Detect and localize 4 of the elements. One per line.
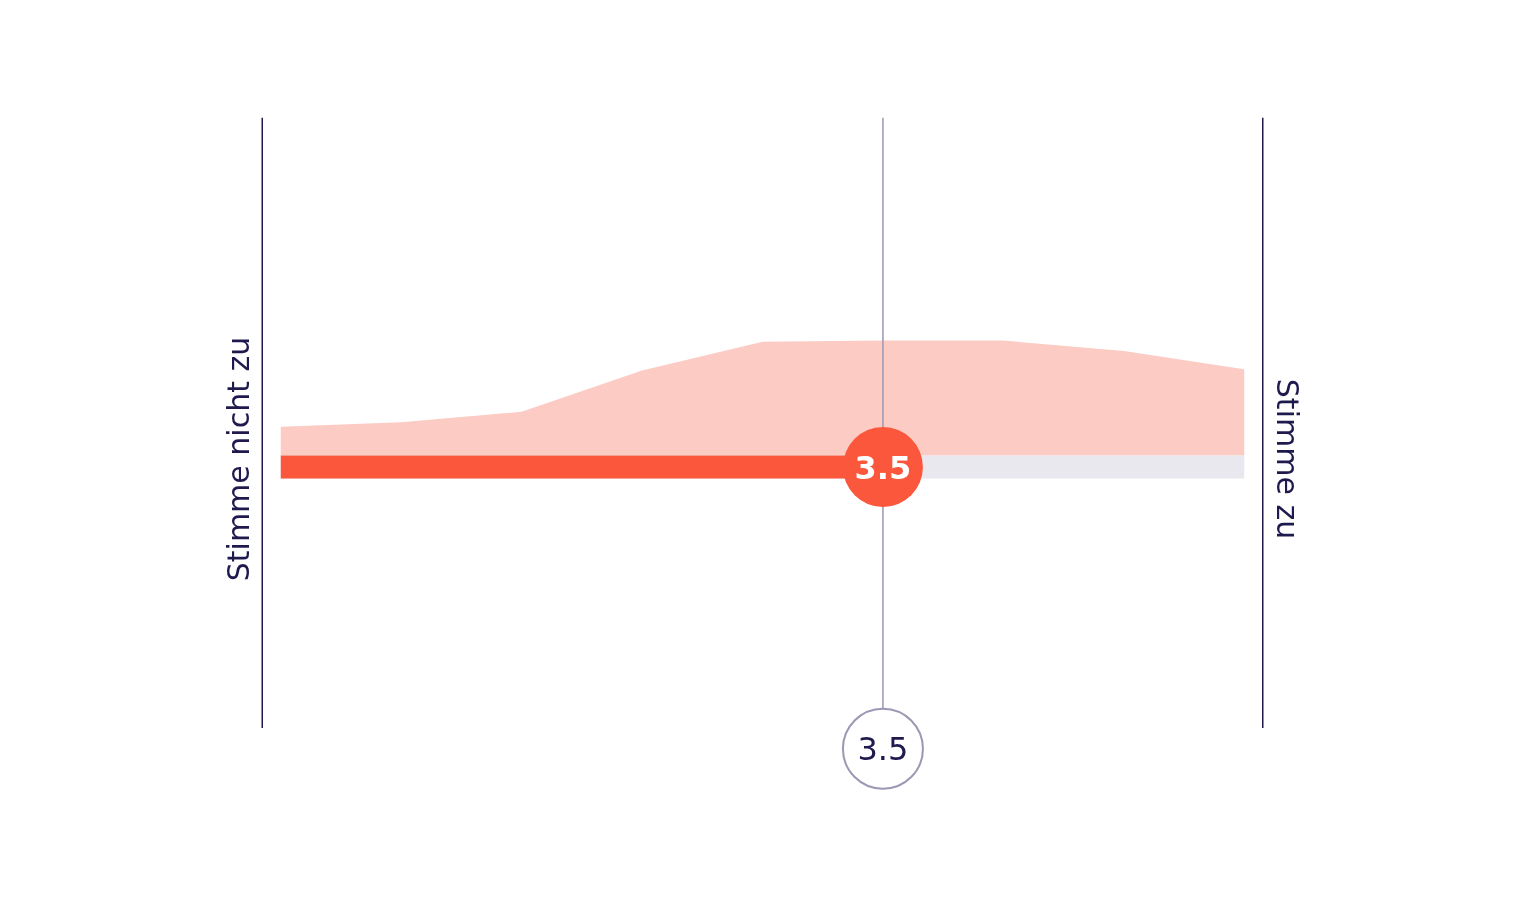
y2-axis-title: Stimme zu bbox=[1269, 378, 1305, 540]
text: 3.5 bbox=[857, 730, 909, 769]
annotation: 3.5 bbox=[854, 448, 912, 487]
y-axis-title: Stimme nicht zu bbox=[220, 336, 256, 582]
